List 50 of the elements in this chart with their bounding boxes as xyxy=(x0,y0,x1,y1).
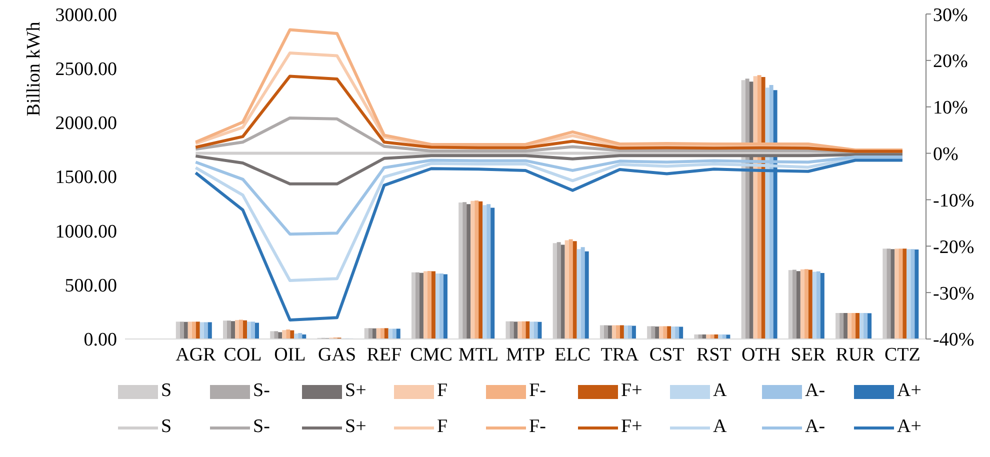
y2-tick-label: 0% xyxy=(933,144,958,166)
x-tick-label: CST xyxy=(649,344,685,366)
legend-label: F- xyxy=(529,380,546,402)
x-tick-label: GAS xyxy=(318,344,356,366)
x-tick-label: AGR xyxy=(176,344,216,366)
legend-label: A+ xyxy=(897,416,922,438)
x-tick-label: CTZ xyxy=(884,344,920,366)
y2-tick-label: 30% xyxy=(933,4,968,26)
legend-label: S xyxy=(161,416,172,438)
legend-label: S+ xyxy=(345,416,366,438)
x-tick-label: SER xyxy=(790,344,826,366)
x-tick-label: MTP xyxy=(506,344,546,366)
y2-tick-label: -10% xyxy=(933,190,974,212)
legend-label: F+ xyxy=(621,380,642,402)
y2-tick-label: -20% xyxy=(933,236,974,258)
legend-label: S- xyxy=(253,380,270,402)
y-tick-label: 0.00 xyxy=(84,330,117,351)
x-tick-label: OTH xyxy=(742,344,781,366)
legend-label: A xyxy=(713,416,727,438)
legend-label: F+ xyxy=(621,416,642,438)
y2-tick-label: -30% xyxy=(933,283,974,304)
y-tick-label: 1000.00 xyxy=(55,221,117,242)
y-axis-title: Billion kWh xyxy=(23,21,44,116)
y-tick-label: 2500.00 xyxy=(55,58,117,80)
legend-label: A xyxy=(713,380,727,402)
y2-tick-label: 20% xyxy=(933,51,968,72)
x-tick-label: CMC xyxy=(410,344,452,366)
y-tick-label: 1500.00 xyxy=(55,167,117,188)
x-tick-label: REF xyxy=(366,344,402,366)
x-tick-label: COL xyxy=(224,344,262,366)
x-tick-label: OIL xyxy=(274,344,306,366)
legend-label: S- xyxy=(253,416,270,438)
legend-label: A- xyxy=(805,416,826,438)
legend-label: S xyxy=(161,380,172,402)
y-tick-label: 500.00 xyxy=(64,276,117,297)
x-tick-label: RUR xyxy=(836,344,876,366)
x-tick-label: MTL xyxy=(458,344,498,366)
y-tick-label: 3000.00 xyxy=(55,4,117,26)
x-tick-label: TRA xyxy=(600,344,640,366)
x-tick-label: ELC xyxy=(554,344,591,366)
legend-label: F xyxy=(437,416,448,438)
y2-tick-label: -40% xyxy=(933,330,974,351)
legend-label: A- xyxy=(805,380,826,402)
y-tick-label: 2000.00 xyxy=(55,113,117,134)
y2-tick-label: 10% xyxy=(933,98,968,119)
x-tick-label: RST xyxy=(696,344,732,366)
legend-label: A+ xyxy=(897,380,922,402)
legend-label: S+ xyxy=(345,380,366,402)
legend-label: F- xyxy=(529,416,546,438)
legend-label: F xyxy=(437,380,448,402)
